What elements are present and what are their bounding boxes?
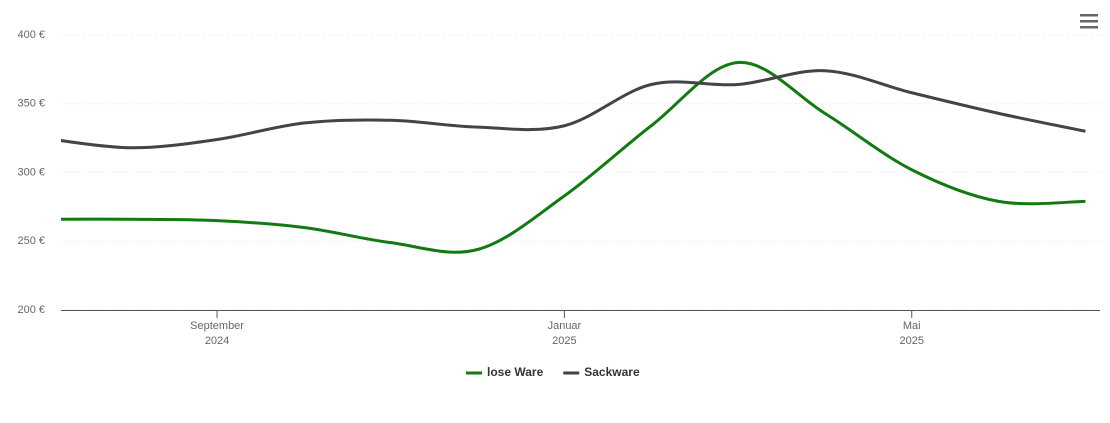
legend: lose Ware Sackware xyxy=(466,365,640,379)
x-tick-label: Januar xyxy=(548,320,582,332)
x-tick-label: September xyxy=(190,320,244,332)
menu-bar xyxy=(1080,26,1098,29)
x-tick-label: 2025 xyxy=(899,335,923,347)
y-tick-label: 250 € xyxy=(17,235,45,247)
plot-lines xyxy=(61,60,1086,254)
y-tick-label: 400 € xyxy=(17,29,45,41)
y-tick-label: 300 € xyxy=(17,166,45,178)
y-tick-label: 350 € xyxy=(17,98,45,110)
x-tick-label: 2025 xyxy=(552,335,576,347)
menu-bar xyxy=(1080,20,1098,23)
y-tick-label: 200 € xyxy=(17,304,45,316)
menu-button[interactable] xyxy=(1080,14,1098,29)
legend-label: lose Ware xyxy=(487,365,544,379)
menu-bar xyxy=(1080,14,1098,17)
series-line xyxy=(61,69,1086,150)
x-tick-label: Mai xyxy=(903,320,921,332)
legend-label: Sackware xyxy=(584,365,640,379)
x-tick-label: 2024 xyxy=(205,335,229,347)
series-line xyxy=(61,60,1086,254)
